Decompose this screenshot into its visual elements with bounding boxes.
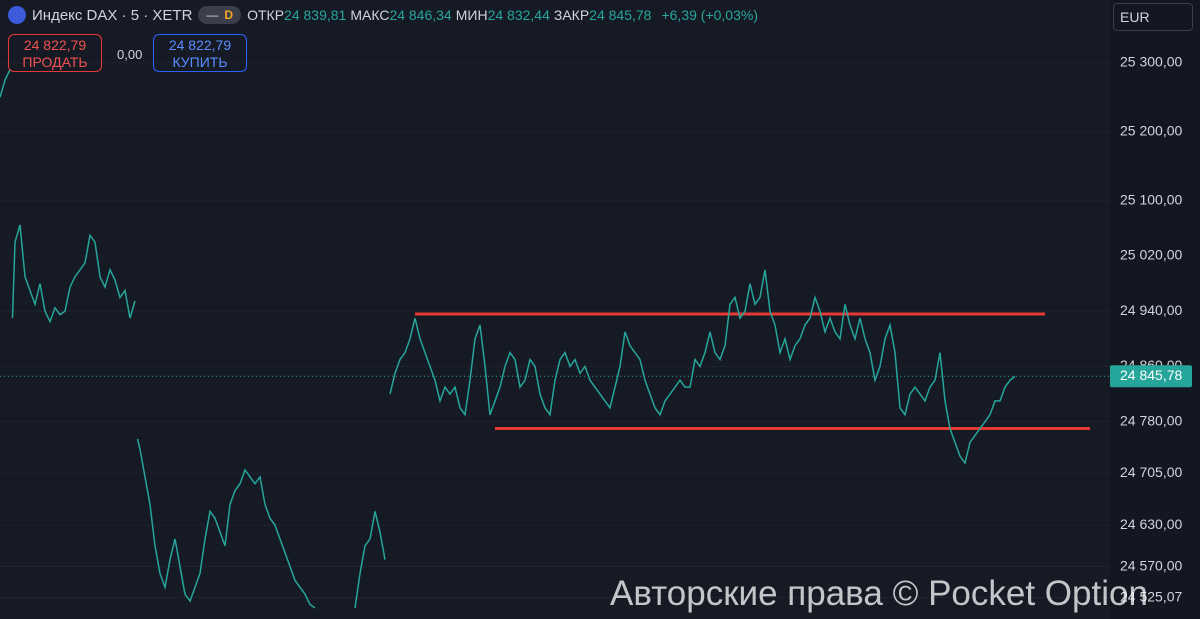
y-tick-label: 24 705,00 [1120, 464, 1182, 480]
price-line [0, 69, 11, 98]
sell-price: 24 822,79 [23, 37, 87, 53]
price-line [354, 511, 386, 609]
y-tick-label: 25 020,00 [1120, 247, 1182, 263]
stat-label: ОТКР [247, 6, 285, 23]
buy-price: 24 822,79 [168, 37, 232, 53]
y-tick-label: 24 940,00 [1120, 302, 1182, 318]
y-tick-label: 24 525,07 [1120, 588, 1182, 604]
y-tick-label: 25 100,00 [1120, 192, 1182, 208]
watermark: Авторские права © Pocket Option [610, 574, 1148, 613]
price-line [11, 224, 136, 324]
badge-text: D [224, 8, 234, 22]
currency-select[interactable]: EUR [1113, 3, 1193, 31]
logo [8, 6, 26, 24]
stats: ОТКР24 839,81 МАКС24 846,34 МИН24 832,44 ЗА… [247, 7, 655, 24]
symbol-title[interactable]: Индекс DAX · 5 · XETR [32, 6, 193, 24]
buy-label: КУПИТЬ [172, 54, 228, 70]
current-price-tag [1110, 365, 1192, 388]
y-tick-label: 24 570,00 [1120, 557, 1182, 573]
stat-value: 24 839,81 [284, 6, 347, 23]
y-tick-label: 24 780,00 [1120, 412, 1182, 428]
stat-label: ЗАКР [553, 6, 590, 23]
stat-label: МАКС [350, 6, 390, 23]
price-line [389, 269, 1016, 465]
stat-value: 24 846,34 [389, 6, 452, 23]
stat-value: 24 832,44 [487, 6, 550, 23]
stat-label: МИН [455, 6, 488, 23]
current-price-label: 24 845,78 [1120, 367, 1182, 383]
sell-button[interactable]: 24 822,79 ПРОДАТЬ [8, 34, 102, 72]
badge[interactable]: — D [198, 6, 242, 24]
price-axis [1110, 0, 1200, 619]
spread: 0,00 [117, 47, 143, 62]
price-line [136, 438, 316, 609]
header: Индекс DAX · 5 · XETR — D ОТКР24 839,81 М… [8, 6, 762, 24]
stat-value: 24 845,78 [589, 6, 652, 23]
buy-button[interactable]: 24 822,79 КУПИТЬ [153, 34, 247, 72]
y-tick-label: 24 630,00 [1120, 516, 1182, 532]
y-tick-label: 25 300,00 [1120, 54, 1182, 70]
sell-label: ПРОДАТЬ [22, 54, 88, 70]
change: +6,39 (+0,03%) [661, 7, 758, 23]
y-tick-label: 25 200,00 [1120, 123, 1182, 139]
